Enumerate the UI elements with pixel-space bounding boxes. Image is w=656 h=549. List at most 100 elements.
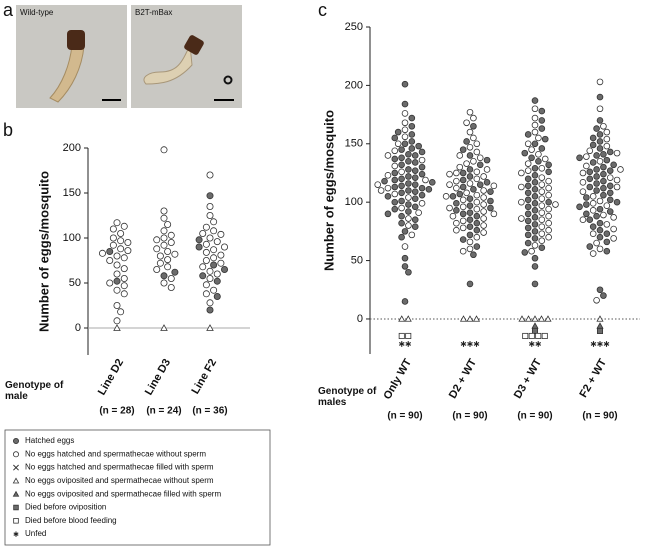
data-point [610,214,617,221]
data-point [453,200,460,207]
data-point [415,209,422,216]
data-point [579,216,587,223]
category-note: (n = 28) [99,406,134,417]
y-tick-label: 250 [345,21,363,33]
data-point [113,317,121,325]
data-point [524,160,532,167]
data-point [206,192,214,200]
data-point [545,161,552,169]
data-point [411,203,419,211]
data-point [164,256,172,264]
data-point [487,204,494,212]
category-note: (n = 24) [146,406,181,417]
data-point [466,152,474,159]
data-point [476,154,484,162]
data-point [381,177,388,185]
data-point [401,133,409,141]
data-point [213,292,221,300]
data-point [473,140,481,148]
y-axis-title: Number of eggs/mosquito [36,171,51,332]
data-point [398,204,405,212]
data-point [480,208,487,215]
data-point [466,231,474,239]
count-marker [405,341,412,347]
data-point [411,159,419,166]
data-point [596,226,604,234]
count-marker [528,332,535,339]
legend-marker [12,451,19,458]
count-marker [398,341,405,347]
data-point [98,249,106,257]
data-point [524,175,532,183]
data-point [377,187,385,194]
micrograph: Wild-type [16,5,127,108]
data-point [528,154,535,162]
data-point [473,205,481,213]
data-point [213,277,221,285]
data-point [538,230,546,238]
data-point [480,173,487,180]
data-point [596,117,604,124]
x-tick-label: Line F2 [189,357,219,396]
legend-label: No eggs hatched and spermathecae filled … [25,463,214,472]
count-marker [160,324,168,331]
data-point [156,252,164,260]
data-point [603,247,611,255]
data-point [538,181,546,188]
data-point [418,200,426,207]
data-point [405,208,412,215]
data-point [401,298,409,305]
data-point [160,214,168,222]
data-point [610,161,617,169]
data-point [545,226,552,234]
data-point [466,128,474,136]
data-point [583,194,590,201]
data-point [524,203,532,211]
data-point [606,196,614,204]
data-point [538,223,546,231]
data-point [210,261,218,269]
data-point [596,233,604,241]
data-point [405,201,412,208]
data-point [418,163,426,171]
data-point [206,274,214,282]
data-point [466,238,474,246]
data-point [586,243,594,250]
data-point [470,114,477,122]
data-point [531,235,539,242]
data-point [538,209,546,216]
data-point [463,189,470,197]
data-point [589,134,597,142]
data-point [473,212,481,220]
data-point [160,241,168,249]
data-point [398,182,405,190]
data-point [405,150,412,158]
data-point [120,265,128,273]
data-point [459,236,467,243]
legend-marker [12,490,20,497]
data-point [453,169,460,177]
data-point [613,149,621,157]
data-point [596,245,604,253]
data-point [453,184,460,192]
data-point [466,143,474,151]
data-point [117,229,125,237]
data-point [384,193,392,200]
data-point [394,140,402,148]
data-point [576,154,583,162]
count-marker [531,327,539,334]
data-point [545,191,552,199]
data-point [593,180,600,187]
data-point [456,190,464,198]
data-point [384,210,392,218]
data-point [470,134,477,142]
data-point [603,142,611,150]
data-point [408,145,416,152]
data-point [167,274,175,282]
x-tick-label: D3 + WT [512,357,544,401]
data-point [593,152,600,159]
data-point [531,179,539,186]
data-point [391,205,399,213]
legend-label: Died before blood feeding [25,516,117,525]
data-point [531,200,539,207]
